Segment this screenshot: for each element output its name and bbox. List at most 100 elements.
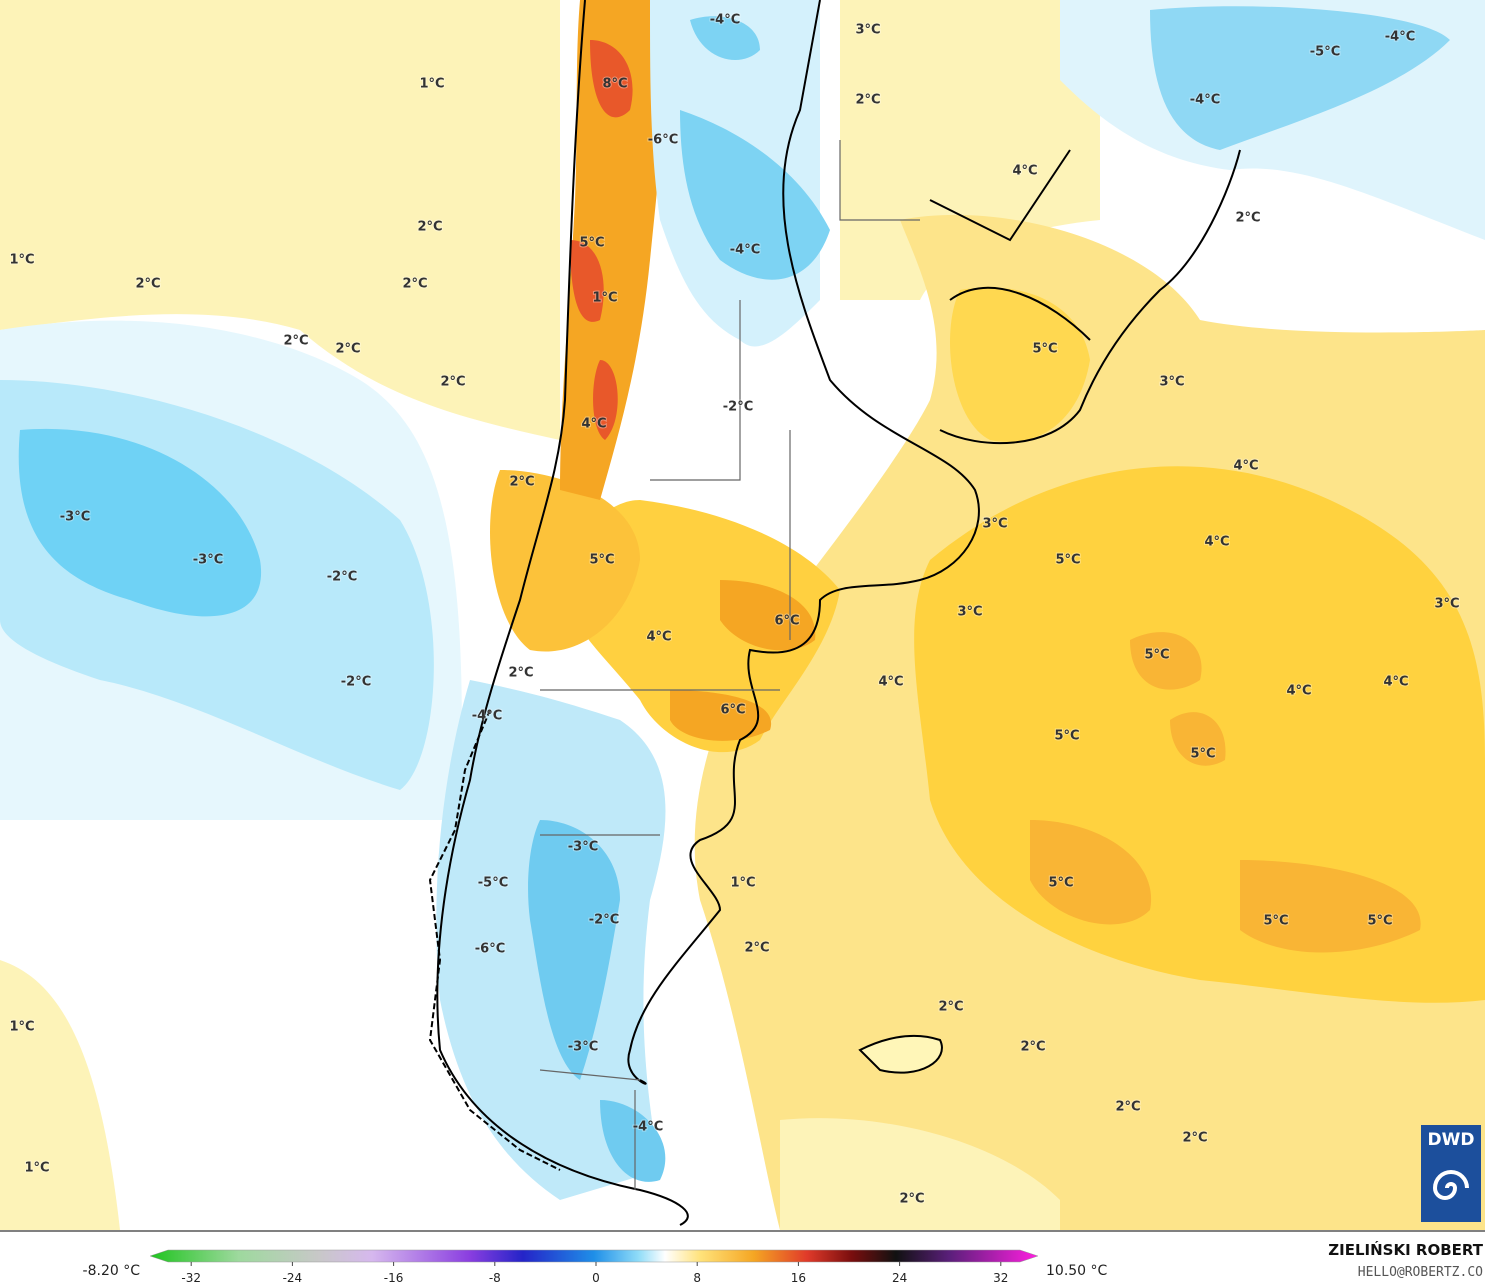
temperature-label: 6°C xyxy=(720,703,745,718)
temperature-label: 2°C xyxy=(402,277,427,292)
temperature-label: 4°C xyxy=(1204,535,1229,550)
terrain-shape xyxy=(0,960,120,1230)
temperature-label: -5°C xyxy=(478,876,508,891)
temperature-label: 1°C xyxy=(9,1020,34,1035)
temperature-label: 6°C xyxy=(774,614,799,629)
temperature-label: 4°C xyxy=(1233,459,1258,474)
colorbar-tick-label: 0 xyxy=(592,1271,600,1285)
colorbar-max: 10.50 °C xyxy=(1046,1263,1108,1279)
temperature-label: 2°C xyxy=(1115,1100,1140,1115)
temperature-label: 5°C xyxy=(1263,914,1288,929)
colorbar-tick-label: -8 xyxy=(489,1271,501,1285)
temperature-label: 2°C xyxy=(855,93,880,108)
temperature-label: 2°C xyxy=(744,941,769,956)
terrain-shape xyxy=(950,287,1090,442)
colorbar-tick-label: -32 xyxy=(181,1271,201,1285)
logo-text: DWD xyxy=(1428,1130,1475,1150)
temperature-label: -2°C xyxy=(327,570,357,585)
temperature-label: -2°C xyxy=(723,400,753,415)
logo-swirl xyxy=(1432,1170,1469,1200)
temperature-label: 5°C xyxy=(1367,914,1392,929)
terrain-shape xyxy=(528,820,666,1182)
terrain-shape xyxy=(490,470,640,652)
terrain-shape xyxy=(929,149,1091,341)
temperature-label: 2°C xyxy=(417,220,442,235)
colorbar: -32 -24 -16 -8 0 8 16 24 32 xyxy=(149,1249,1039,1285)
temperature-label: -2°C xyxy=(341,675,371,690)
temperature-label: 2°C xyxy=(1235,211,1260,226)
temperature-label: 5°C xyxy=(1144,648,1169,663)
temperature-label: 3°C xyxy=(1434,597,1459,612)
temperature-label: -4°C xyxy=(710,13,740,28)
temperature-label: 3°C xyxy=(982,517,1007,532)
terrain-shape xyxy=(0,0,560,440)
temperature-label: 2°C xyxy=(440,375,465,390)
temperature-label: 2°C xyxy=(509,475,534,490)
colorbar-tick-label: -16 xyxy=(384,1271,404,1285)
terrain-shape xyxy=(858,1034,943,1074)
colorbar-tick-label: 24 xyxy=(892,1271,907,1285)
temperature-label: 4°C xyxy=(581,417,606,432)
temperature-label: 5°C xyxy=(1054,729,1079,744)
temperature-label: 1°C xyxy=(24,1161,49,1176)
temperature-label: 4°C xyxy=(646,630,671,645)
temperature-label: 1°C xyxy=(730,876,755,891)
borders xyxy=(428,0,1241,1226)
colorbar-tick-label: 16 xyxy=(791,1271,806,1285)
temperature-label: 5°C xyxy=(1048,876,1073,891)
terrain-shape xyxy=(539,140,920,1190)
author: ZIELIŃSKI ROBERT xyxy=(1328,1240,1483,1259)
terrain-shape xyxy=(436,0,689,1226)
dwd-logo: DWD xyxy=(1421,1125,1481,1222)
terrain-shape xyxy=(1150,6,1450,150)
temperature-label: -5°C xyxy=(1310,45,1340,60)
temperature-label: -3°C xyxy=(568,1040,598,1055)
temperature-label: -4°C xyxy=(633,1120,663,1135)
temperature-label: 4°C xyxy=(1286,684,1311,699)
temperature-label: 5°C xyxy=(579,236,604,251)
email: HELLO@ROBERTZ.CO xyxy=(1358,1265,1483,1280)
temperature-labels: -4°C 3°C -5°C -4°C 1°C 8°C 2°C -4°C -6°C 4°C 2°C 2°… xyxy=(8,12,1460,1208)
temperature-label: 2°C xyxy=(135,277,160,292)
temperature-label: 2°C xyxy=(283,334,308,349)
terrain-shape xyxy=(939,149,1241,445)
terrain-shape xyxy=(627,0,980,1085)
temperature-label: 1°C xyxy=(419,77,444,92)
temperature-label: 2°C xyxy=(938,1000,963,1015)
terrain-shape xyxy=(670,580,816,741)
temperature-label: 1°C xyxy=(9,253,34,268)
map-field xyxy=(0,0,1485,1230)
temperature-label: 4°C xyxy=(1383,675,1408,690)
temperature-label: -2°C xyxy=(589,913,619,928)
temperature-label: 3°C xyxy=(855,23,880,38)
temperature-label: 5°C xyxy=(1032,342,1057,357)
terrain-shape xyxy=(560,0,665,500)
colorbar-min: -8.20 °C xyxy=(83,1263,141,1279)
terrain-shape xyxy=(680,16,830,280)
temperature-label: 2°C xyxy=(1020,1040,1045,1055)
temperature-label: -3°C xyxy=(60,510,90,525)
temperature-label: 3°C xyxy=(957,605,982,620)
temperature-label: -6°C xyxy=(648,133,678,148)
terrain-shape xyxy=(570,40,633,440)
temperature-label: 5°C xyxy=(589,553,614,568)
terrain-shape xyxy=(18,428,262,617)
temperature-label: 2°C xyxy=(508,666,533,681)
temperature-label: -4°C xyxy=(472,709,502,724)
temperature-label: -6°C xyxy=(475,942,505,957)
temperature-label: 2°C xyxy=(335,342,360,357)
temperature-label: 4°C xyxy=(878,675,903,690)
colorbar-tick-label: 8 xyxy=(693,1271,701,1285)
temperature-label: 1°C xyxy=(592,291,617,306)
colorbar-ramp xyxy=(149,1249,1039,1263)
temperature-label: 4°C xyxy=(1012,164,1037,179)
terrain-shape xyxy=(1030,632,1421,953)
terrain-shape xyxy=(428,709,561,1171)
temperature-label: 5°C xyxy=(1055,553,1080,568)
terrain-shape xyxy=(780,1118,1060,1230)
temperature-label: -4°C xyxy=(1385,30,1415,45)
temperature-label: 8°C xyxy=(602,77,627,92)
temperature-label: -4°C xyxy=(730,243,760,258)
temperature-label: 3°C xyxy=(1159,375,1184,390)
